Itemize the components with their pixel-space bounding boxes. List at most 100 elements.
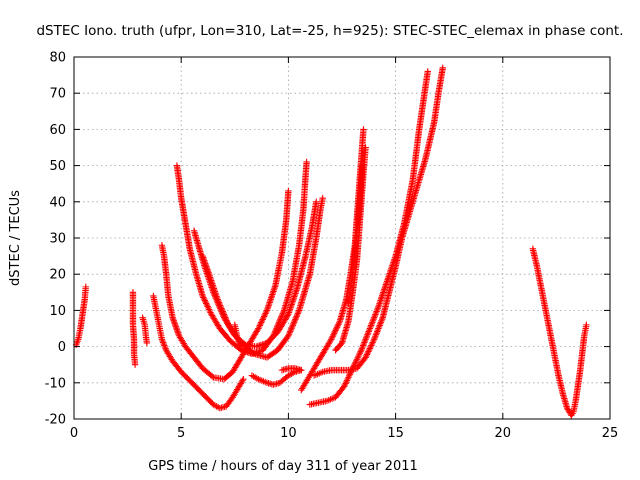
data-point <box>375 323 383 331</box>
data-point <box>82 283 89 291</box>
data-point <box>293 313 300 320</box>
data-point <box>313 198 320 205</box>
data-point <box>279 311 286 319</box>
data-point <box>204 303 211 310</box>
data-point <box>285 331 293 338</box>
data-point <box>374 328 381 335</box>
data-point <box>358 347 365 354</box>
data-point <box>206 307 213 315</box>
data-point <box>341 381 349 389</box>
data-point <box>205 304 212 312</box>
data-point <box>202 298 209 306</box>
grid <box>74 57 610 419</box>
data-point <box>216 302 224 309</box>
data-point <box>208 373 216 380</box>
data-point <box>375 325 382 332</box>
data-point <box>365 346 373 354</box>
data-point <box>160 340 167 348</box>
data-point <box>298 366 305 374</box>
data-point <box>279 310 287 317</box>
data-point <box>371 312 378 320</box>
data-point <box>280 308 287 316</box>
data-point <box>222 315 230 323</box>
data-point <box>373 308 380 315</box>
data-point <box>355 351 363 358</box>
data-point <box>259 316 266 323</box>
y-tick-label: 20 <box>49 268 66 283</box>
data-point <box>219 308 226 315</box>
data-point <box>359 343 366 351</box>
data-point <box>333 324 341 331</box>
chart-title: dSTEC Iono. truth (ufpr, Lon=310, Lat=-2… <box>36 23 623 39</box>
data-point <box>201 297 208 304</box>
data-point <box>218 305 225 312</box>
data-point <box>286 329 293 336</box>
data-point <box>335 321 342 328</box>
data-point <box>289 322 297 329</box>
data-point <box>366 326 373 334</box>
data-point <box>220 309 227 317</box>
data-point <box>362 334 370 342</box>
data-point <box>361 337 369 345</box>
data-point <box>331 328 339 336</box>
x-axis-label: GPS time / hours of day 311 of year 2011 <box>148 459 418 474</box>
data-point <box>257 320 264 328</box>
x-tick-label: 25 <box>602 426 619 441</box>
data-point <box>258 317 266 325</box>
data-point <box>378 315 386 323</box>
data-point <box>203 301 211 309</box>
data-point <box>207 309 214 316</box>
data-point <box>218 306 226 314</box>
data-point <box>369 319 376 326</box>
data-series <box>278 365 305 374</box>
data-point <box>287 328 294 335</box>
data-point <box>223 317 230 324</box>
data-point <box>367 343 374 351</box>
data-point <box>217 303 225 311</box>
data-point <box>221 312 228 320</box>
data-point <box>370 337 377 345</box>
data-series <box>345 162 366 307</box>
data-point <box>303 158 310 166</box>
data-point <box>362 354 369 361</box>
data-point <box>353 356 361 363</box>
data-point <box>439 64 446 72</box>
y-tick-label: -20 <box>45 413 66 428</box>
data-point <box>363 352 370 360</box>
data-point <box>372 311 379 318</box>
data-point <box>329 333 336 340</box>
data-series <box>310 64 446 379</box>
data-point <box>378 317 385 324</box>
data-point <box>255 323 263 331</box>
data-point <box>216 300 223 308</box>
data-point <box>255 325 262 332</box>
data-series <box>231 321 245 354</box>
data-series <box>199 194 326 361</box>
y-tick-label: 10 <box>49 304 66 319</box>
data-point <box>200 294 207 301</box>
data-point <box>369 339 376 346</box>
data-point <box>357 348 364 355</box>
data-point <box>319 194 326 202</box>
y-tick-label: 0 <box>58 340 66 355</box>
data-point <box>368 340 376 348</box>
data-series <box>306 68 431 408</box>
data-point <box>360 340 367 348</box>
data-point <box>290 319 298 326</box>
data-point <box>214 296 221 303</box>
data-point <box>353 357 360 364</box>
data-point <box>262 310 269 317</box>
data-point <box>369 317 377 324</box>
data-point <box>361 339 368 346</box>
data-point <box>356 350 364 357</box>
data-point <box>294 311 301 319</box>
data-point <box>162 345 169 352</box>
data-point <box>328 336 335 343</box>
data-point <box>358 345 366 352</box>
data-point <box>342 380 349 387</box>
data-point <box>354 354 361 361</box>
data-point <box>295 308 302 316</box>
data-point <box>374 306 381 314</box>
data-point <box>161 343 169 351</box>
data-point <box>260 313 268 320</box>
